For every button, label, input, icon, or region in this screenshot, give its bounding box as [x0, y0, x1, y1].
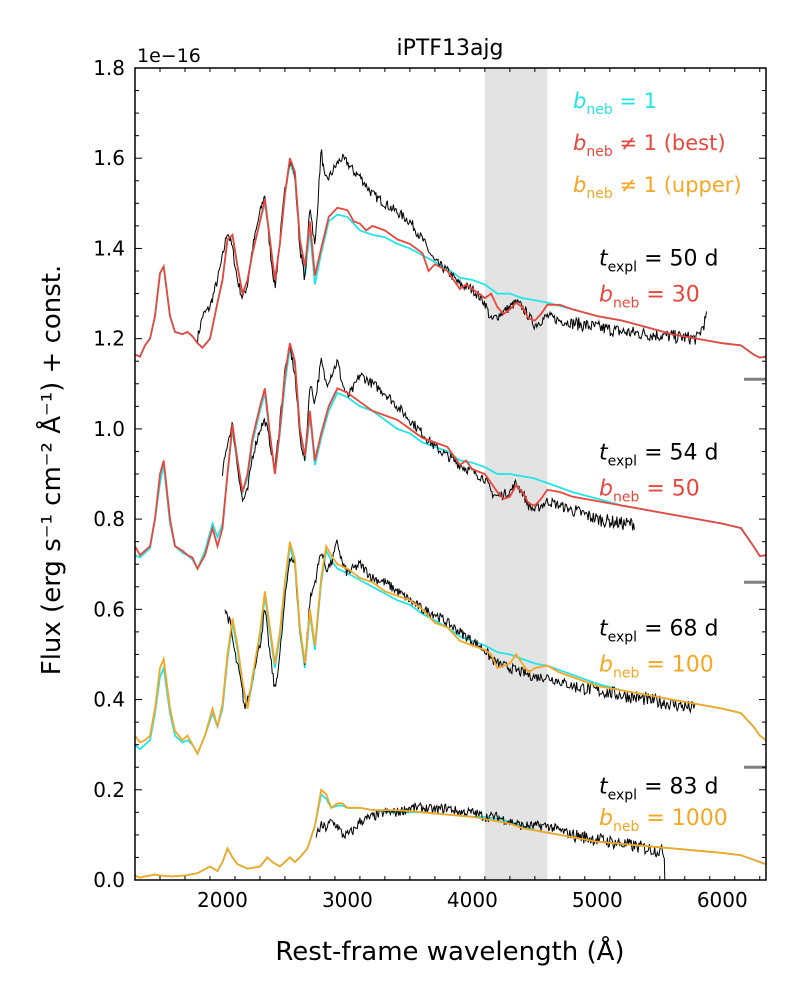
- bneb-label-panel-3-subscript: neb: [613, 665, 639, 681]
- y-tick-label: 1.2: [93, 327, 125, 351]
- x-axis-title: Rest-frame wavelength (Å): [275, 935, 624, 967]
- bneb-label-panel-1-value: = 30: [639, 283, 699, 308]
- bneb-label-panel-1-subscript: neb: [613, 296, 639, 312]
- y-tick-label: 1.8: [93, 56, 125, 80]
- bneb-label-panel-1: bneb = 30: [599, 283, 700, 312]
- epoch-label-panel-4-value: = 83 d: [637, 774, 718, 799]
- y-tick-label: 0.0: [93, 868, 125, 892]
- epoch-label-panel-4-subscript: expl: [608, 787, 637, 803]
- bneb-label-panel-2-subscript: neb: [613, 490, 639, 506]
- epoch-label-panel-2-subscript: expl: [608, 453, 637, 469]
- epoch-label-panel-3-subscript: expl: [608, 629, 637, 645]
- legend-entry-bneb1-subscript: neb: [586, 102, 612, 118]
- epoch-label-panel-3-value: = 68 d: [637, 616, 718, 641]
- model-line-best-panel-2: [135, 342, 766, 571]
- legend-entry-bneb1-symbol: b: [573, 89, 586, 113]
- series-layer: [135, 149, 766, 880]
- observed-spectrum-panel-4: [315, 801, 666, 880]
- bneb-label-panel-2: bneb = 50: [599, 477, 700, 506]
- y-tick-label: 0.4: [93, 688, 125, 712]
- epoch-label-panel-2-symbol: t: [599, 440, 609, 465]
- legend-entry-best-value: ≠ 1 (best): [613, 131, 726, 155]
- bneb-label-panel-3-value: = 100: [639, 652, 713, 677]
- model-line-bneb1-panel-3: [135, 545, 766, 756]
- x-tick-label: 3000: [322, 888, 373, 912]
- y-axis-title: Flux (erg s⁻¹ cm⁻² Å⁻¹) + const.: [35, 265, 67, 676]
- bneb-label-panel-4-subscript: neb: [613, 819, 639, 835]
- legend-entry-best-subscript: neb: [586, 144, 612, 160]
- y-tick-label: 1.0: [93, 417, 125, 441]
- epoch-label-panel-1-symbol: t: [599, 246, 609, 271]
- legend-entry-upper-symbol: b: [573, 173, 586, 197]
- y-tick-label: 0.8: [93, 507, 125, 531]
- bneb-label-panel-4-symbol: b: [599, 806, 613, 831]
- y-scale-note: 1e−16: [137, 45, 201, 67]
- epoch-label-panel-3-symbol: t: [599, 616, 609, 641]
- observed-spectrum-panel-2: [222, 346, 635, 531]
- shaded-wavelength-band: [484, 68, 548, 880]
- offset-marker-layer: [744, 377, 766, 769]
- bneb-label-panel-1-symbol: b: [599, 283, 613, 308]
- y-tick-label: 0.6: [93, 597, 125, 621]
- model-line-upper-panel-4: [135, 788, 766, 879]
- model-line-best-panel-1: [135, 157, 766, 359]
- y-tick-label: 1.4: [93, 236, 125, 260]
- y-tick-label: 0.2: [93, 778, 125, 802]
- bneb-label-panel-3-symbol: b: [599, 652, 613, 677]
- legend-entry-bneb1: bneb = 1: [573, 89, 657, 118]
- epoch-label-panel-4-symbol: t: [599, 774, 609, 799]
- model-line-upper-panel-3: [135, 541, 766, 756]
- epoch-label-panel-1-value: = 50 d: [637, 246, 718, 271]
- bneb-label-panel-4-value: = 1000: [639, 806, 727, 831]
- bneb-label-panel-2-value: = 50: [639, 477, 699, 502]
- legend-entry-upper-subscript: neb: [586, 186, 612, 202]
- x-tick-label: 6000: [697, 888, 748, 912]
- y-tick-label: 1.6: [93, 146, 125, 170]
- axis-ticks: 2000 3000 4000 5000 6000 0.0 0.2 0.4 0.6 0.8 1.0 1.…: [93, 56, 766, 912]
- legend-entry-bneb1-value: = 1: [613, 89, 657, 113]
- epoch-label-panel-4: texpl = 83 d: [599, 774, 718, 803]
- chart-title: iPTF13ajg: [396, 36, 503, 61]
- bneb-label-panel-4: bneb = 1000: [599, 806, 728, 835]
- bneb-label-panel-2-symbol: b: [599, 477, 613, 502]
- x-tick-label: 4000: [447, 888, 498, 912]
- epoch-label-panel-2-value: = 54 d: [637, 440, 718, 465]
- legend-entry-upper-value: ≠ 1 (upper): [613, 173, 742, 197]
- x-tick-label: 2000: [197, 888, 248, 912]
- epoch-label-panel-3: texpl = 68 d: [599, 616, 718, 645]
- epoch-label-panel-1: texpl = 50 d: [599, 246, 718, 275]
- epoch-label-panel-2: texpl = 54 d: [599, 440, 718, 469]
- epoch-label-panel-1-subscript: expl: [608, 259, 637, 275]
- bneb-label-panel-3: bneb = 100: [599, 652, 714, 681]
- legend-entry-best-symbol: b: [573, 131, 586, 155]
- legend-entry-best: bneb ≠ 1 (best): [573, 131, 726, 160]
- x-tick-label: 5000: [572, 888, 623, 912]
- legend-entry-upper: bneb ≠ 1 (upper): [573, 173, 742, 202]
